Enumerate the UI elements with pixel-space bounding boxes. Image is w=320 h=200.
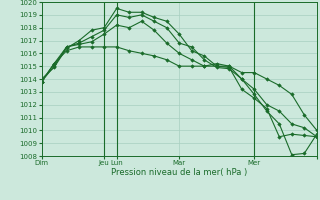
X-axis label: Pression niveau de la mer( hPa ): Pression niveau de la mer( hPa ) [111,168,247,177]
